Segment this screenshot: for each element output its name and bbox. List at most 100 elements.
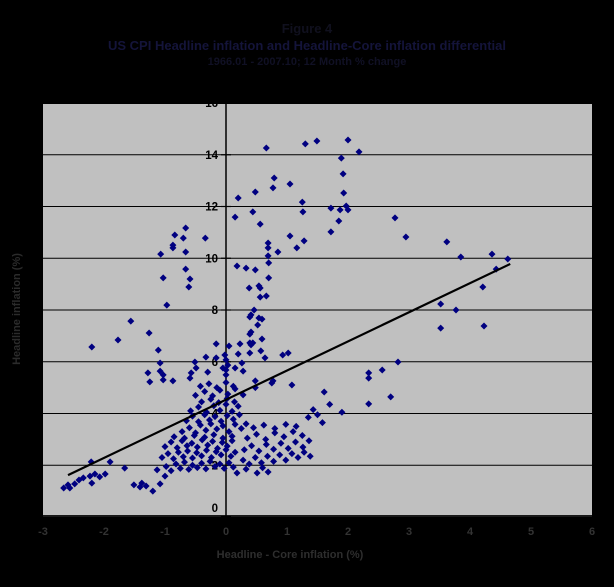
data-point bbox=[159, 274, 167, 282]
data-point bbox=[228, 437, 236, 445]
data-point bbox=[298, 432, 306, 439]
x-tick-label: -2 bbox=[99, 526, 109, 538]
data-point bbox=[365, 400, 373, 408]
data-point bbox=[240, 446, 248, 454]
data-point bbox=[153, 466, 161, 474]
data-point bbox=[234, 402, 242, 410]
data-point bbox=[292, 438, 299, 446]
data-point bbox=[286, 180, 294, 188]
data-point bbox=[209, 392, 217, 400]
data-point bbox=[88, 479, 96, 487]
data-point bbox=[209, 437, 217, 445]
data-point bbox=[201, 388, 209, 395]
data-point bbox=[293, 244, 301, 252]
data-point bbox=[86, 472, 94, 480]
data-point bbox=[169, 244, 177, 252]
data-point bbox=[258, 335, 266, 343]
data-point bbox=[106, 458, 114, 466]
chart-period-subtitle: 1966.01 - 2007.10; 12 Month % change bbox=[207, 56, 407, 68]
data-point bbox=[336, 206, 344, 214]
data-point bbox=[264, 244, 272, 252]
data-point bbox=[274, 248, 282, 256]
data-point bbox=[193, 464, 201, 472]
data-point bbox=[216, 460, 224, 468]
data-point bbox=[378, 366, 386, 374]
data-point bbox=[282, 456, 290, 464]
data-point bbox=[79, 474, 87, 482]
y-axis-title: Headline inflation (%) bbox=[11, 253, 23, 365]
data-point bbox=[161, 472, 169, 480]
data-point bbox=[265, 259, 273, 267]
data-point bbox=[127, 317, 135, 325]
data-point bbox=[251, 266, 259, 274]
data-point bbox=[247, 341, 255, 349]
data-point bbox=[243, 434, 251, 442]
data-point bbox=[306, 452, 314, 460]
data-point bbox=[71, 480, 79, 488]
data-point bbox=[159, 376, 167, 384]
data-point bbox=[181, 458, 188, 466]
data-point bbox=[202, 426, 210, 434]
data-point bbox=[183, 442, 191, 450]
data-point bbox=[314, 411, 321, 419]
data-point bbox=[443, 238, 451, 246]
data-point bbox=[504, 255, 512, 263]
data-point bbox=[101, 470, 109, 478]
data-point bbox=[271, 425, 279, 432]
figure-number: Figure 4 bbox=[281, 21, 333, 36]
data-point bbox=[171, 231, 179, 239]
data-point bbox=[149, 487, 157, 495]
x-tick-label: 2 bbox=[344, 526, 352, 538]
data-point bbox=[161, 443, 169, 451]
data-point bbox=[185, 424, 193, 432]
y-tick-label: 14 bbox=[205, 150, 218, 162]
data-point bbox=[228, 407, 236, 415]
data-point bbox=[231, 213, 239, 221]
data-point bbox=[227, 452, 235, 460]
data-point bbox=[300, 448, 308, 456]
data-point bbox=[365, 374, 373, 382]
data-point bbox=[280, 433, 288, 441]
chart-title: US CPI Headline inflation and Headline-C… bbox=[108, 38, 506, 53]
data-point bbox=[222, 379, 230, 386]
data-point bbox=[223, 412, 231, 420]
data-point bbox=[193, 449, 201, 457]
data-point bbox=[284, 349, 292, 357]
data-point bbox=[206, 416, 213, 424]
data-point bbox=[189, 461, 196, 469]
data-point bbox=[246, 349, 254, 357]
data-point bbox=[213, 384, 221, 392]
data-point bbox=[365, 369, 373, 377]
data-point bbox=[479, 283, 487, 291]
data-point bbox=[229, 463, 237, 471]
data-point bbox=[217, 417, 225, 425]
data-point bbox=[181, 434, 188, 442]
data-point bbox=[279, 351, 287, 359]
data-point bbox=[309, 406, 317, 414]
data-point bbox=[225, 459, 233, 467]
data-point bbox=[182, 248, 190, 256]
data-point bbox=[253, 469, 261, 477]
data-point bbox=[264, 252, 272, 260]
data-point bbox=[138, 479, 146, 487]
data-point bbox=[288, 450, 296, 458]
data-point bbox=[259, 464, 267, 472]
data-point bbox=[173, 444, 181, 452]
data-point bbox=[294, 454, 302, 461]
data-point bbox=[114, 336, 122, 344]
data-point bbox=[231, 364, 239, 372]
data-point bbox=[301, 140, 309, 148]
data-point bbox=[264, 239, 272, 247]
data-point bbox=[222, 356, 230, 364]
data-point bbox=[196, 382, 204, 390]
x-tick-label: 4 bbox=[466, 526, 474, 538]
data-point bbox=[289, 428, 297, 436]
data-point bbox=[299, 443, 307, 451]
data-point bbox=[195, 418, 202, 426]
data-point bbox=[300, 237, 308, 245]
x-tick-label: 6 bbox=[588, 526, 596, 538]
data-point bbox=[222, 366, 230, 374]
data-point bbox=[163, 301, 171, 309]
data-point bbox=[231, 398, 238, 406]
data-point bbox=[145, 329, 153, 337]
